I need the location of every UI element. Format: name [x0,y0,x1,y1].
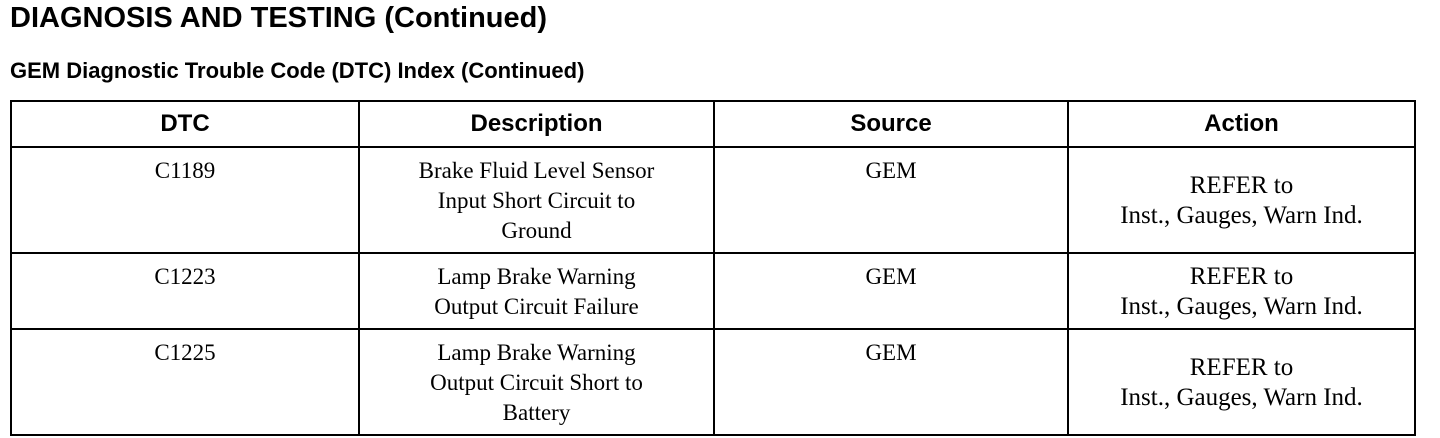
action-cell: REFER to Inst., Gauges, Warn Ind. [1067,328,1416,436]
source-cell: GEM [713,252,1069,330]
description-line: Output Circuit Short to [430,370,643,395]
header-row: DTC Description Source Action [10,100,1416,148]
action-cell: REFER to Inst., Gauges, Warn Ind. [1067,146,1416,254]
action-line: REFER to [1189,263,1294,290]
description-cell: Lamp Brake Warning Output Circuit Short t… [358,328,715,436]
column-header: Source [713,100,1069,148]
page-subtitle: GEM Diagnostic Trouble Code (DTC) Index … [10,58,585,83]
dtc-cell: C1223 [10,252,360,330]
column-header: DTC [10,100,360,148]
action-cell: REFER to Inst., Gauges, Warn Ind. [1067,252,1416,330]
page-title: DIAGNOSIS AND TESTING (Continued) [10,2,548,34]
action-line: REFER to [1189,172,1294,199]
table-row: C1189 Brake Fluid Level Sensor Input Short… [10,146,1416,254]
dtc-table: DTC Description Source Action C1189 Brake Fl… [10,100,1416,436]
description-line: Lamp Brake Warning [437,264,636,289]
description-line: Lamp Brake Warning [437,340,636,365]
description-line: Ground [501,218,572,243]
description-line: Brake Fluid Level Sensor [418,158,655,183]
action-line: Inst., Gauges, Warn Ind. [1120,384,1363,411]
source-cell: GEM [713,328,1069,436]
dtc-cell: C1225 [10,328,360,436]
dtc-cell: C1189 [10,146,360,254]
column-header: Action [1067,100,1416,148]
description-line: Output Circuit Failure [434,294,639,319]
action-line: Inst., Gauges, Warn Ind. [1120,293,1363,320]
action-line: REFER to [1189,354,1294,381]
action-line: Inst., Gauges, Warn Ind. [1120,202,1363,229]
description-cell: Lamp Brake Warning Output Circuit Failure [358,252,715,330]
source-cell: GEM [713,146,1069,254]
description-line: Battery [502,400,571,425]
column-header: Description [358,100,715,148]
description-line: Input Short Circuit to [437,188,636,213]
description-cell: Brake Fluid Level Sensor Input Short Circ… [358,146,715,254]
table-body: C1189 Brake Fluid Level Sensor Input Short… [10,146,1416,436]
table-row: C1223 Lamp Brake Warning Output Circuit Fa… [10,252,1416,330]
table-row: C1225 Lamp Brake Warning Output Circuit Sh… [10,328,1416,436]
